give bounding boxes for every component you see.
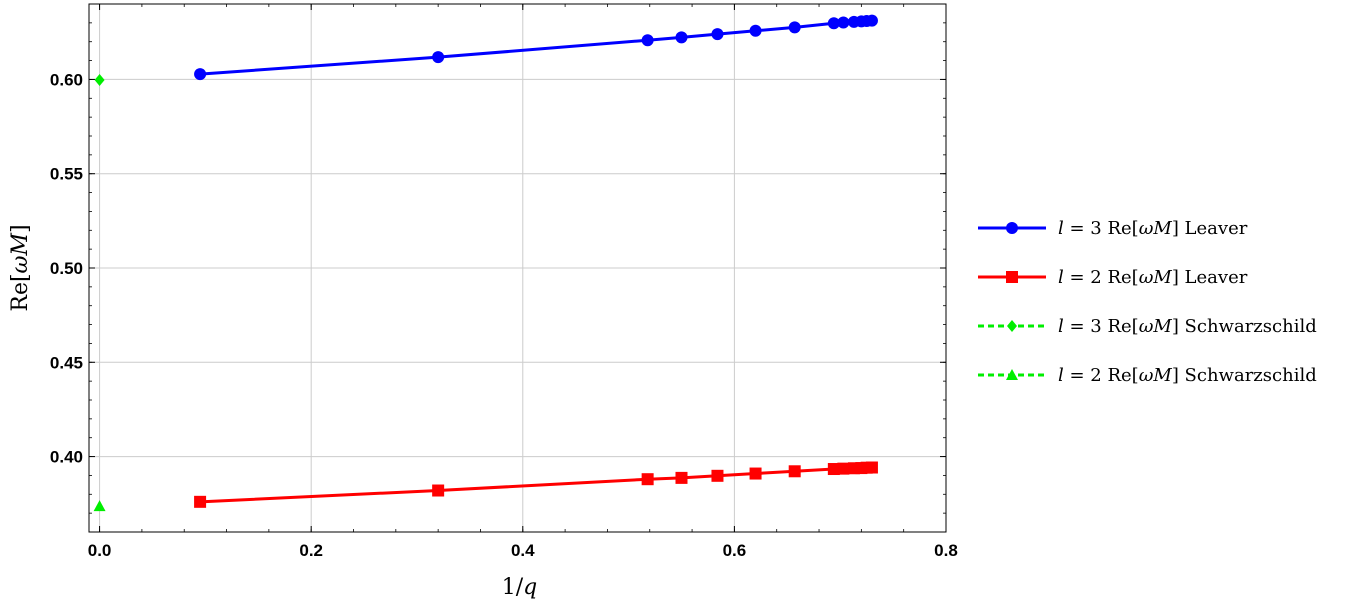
x-tick-label: 0.6 (723, 541, 747, 560)
grid (89, 4, 947, 532)
data-point (711, 469, 724, 482)
y-tick-label: 0.60 (50, 70, 83, 89)
data-point (827, 17, 840, 30)
data-point (432, 51, 445, 64)
series-3 (93, 500, 106, 512)
legend-entry-1: l = 2 Re[ωM] Leaver (978, 267, 1248, 288)
data-point (93, 500, 106, 512)
x-tick-label: 0.4 (511, 541, 535, 560)
data-point (827, 463, 840, 476)
legend: l = 3 Re[ωM] Leaver l = 2 Re[ωM] Leaver l … (978, 218, 1317, 386)
data-point (675, 31, 688, 44)
legend-label: l = 2 Re[ωM] Leaver (1058, 267, 1248, 288)
data-point (94, 73, 105, 86)
x-axis-ticks: 0.0 0.2 0.4 0.6 0.8 (88, 4, 958, 560)
legend-swatch-marker (1007, 320, 1017, 332)
data-point (837, 462, 850, 475)
data-point (837, 16, 850, 29)
y-tick-label: 0.55 (50, 165, 83, 184)
series-2 (94, 73, 105, 86)
legend-entry-3: l = 2 Re[ωM] Schwarzschild (978, 365, 1317, 386)
data-point (749, 24, 762, 37)
y-axis-title: Re[ωM] (8, 224, 33, 311)
x-tick-label: 0.8 (934, 541, 958, 560)
y-tick-label: 0.45 (50, 353, 83, 372)
y-tick-label: 0.50 (50, 259, 83, 278)
data-point (194, 495, 207, 508)
legend-entry-0: l = 3 Re[ωM] Leaver (978, 218, 1248, 239)
series-1 (194, 461, 878, 508)
x-axis-title: 1/q (502, 575, 538, 600)
series-0 (194, 14, 878, 81)
data-point (711, 28, 724, 41)
data-point (194, 68, 207, 81)
data-point (641, 34, 654, 47)
legend-entry-2: l = 3 Re[ωM] Schwarzschild (978, 316, 1317, 337)
data-point (641, 473, 654, 486)
data-point (788, 465, 801, 478)
data-point (865, 14, 878, 27)
data-point (749, 467, 762, 480)
data-point (675, 471, 688, 484)
legend-label: l = 2 Re[ωM] Schwarzschild (1058, 365, 1317, 386)
series-line-0 (199, 19, 873, 76)
legend-label: l = 3 Re[ωM] Leaver (1058, 218, 1248, 239)
legend-label: l = 3 Re[ωM] Schwarzschild (1058, 316, 1317, 337)
data-point (865, 461, 878, 474)
series-line-1 (200, 466, 872, 504)
data-point (432, 484, 445, 497)
x-tick-label: 0.0 (88, 541, 112, 560)
x-tick-label: 0.2 (299, 541, 323, 560)
legend-swatch-marker (1006, 369, 1018, 380)
series (93, 14, 878, 512)
y-axis-ticks: 0.40 0.45 0.50 0.55 0.60 (50, 70, 946, 467)
legend-swatch-marker (1006, 271, 1018, 283)
data-point (788, 21, 801, 34)
legend-swatch-marker (1006, 222, 1018, 234)
y-tick-label: 0.40 (50, 448, 83, 467)
